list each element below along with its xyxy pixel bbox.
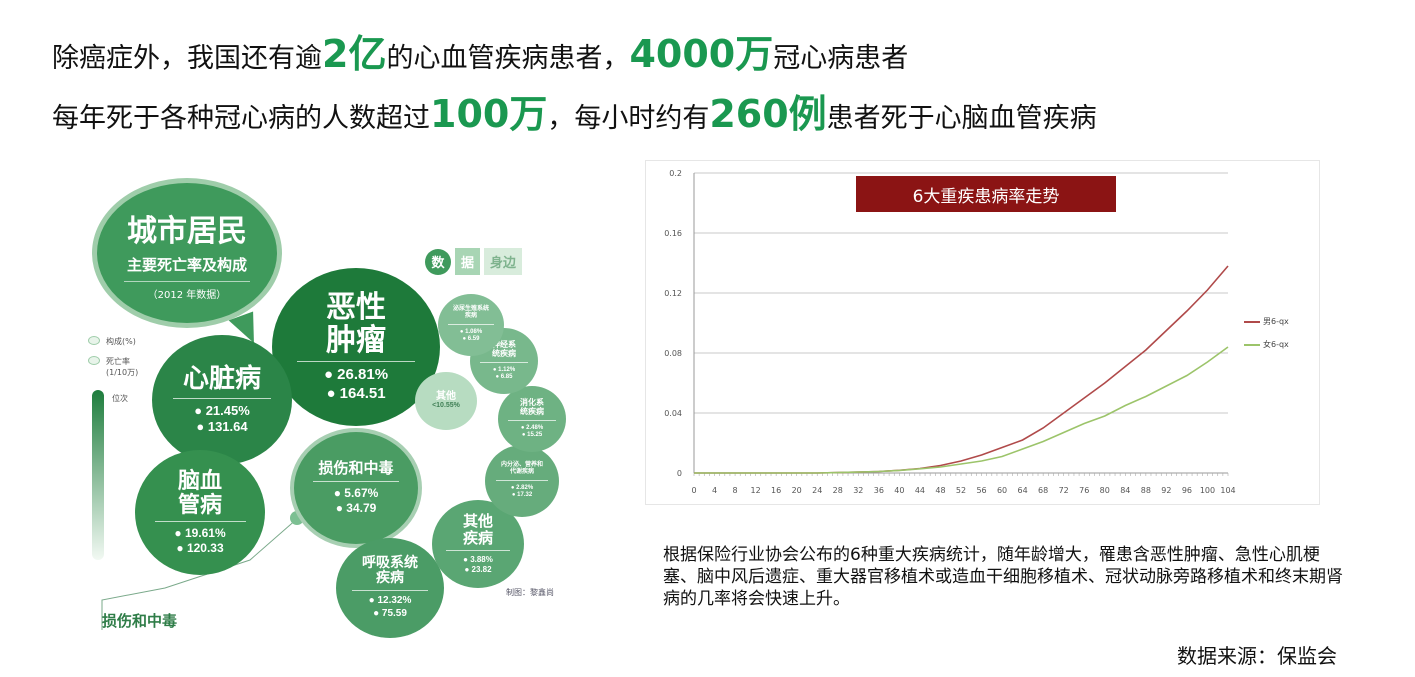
- svg-text:104: 104: [1220, 486, 1235, 495]
- mortality-infographic: 城市居民 主要死亡率及构成 （2012 年数据） 数 据 身边 构成(%) 死亡…: [80, 160, 570, 640]
- svg-text:0.12: 0.12: [664, 289, 682, 298]
- svg-text:80: 80: [1100, 486, 1110, 495]
- injury-callout-label: 损伤和中毒: [102, 612, 178, 630]
- bubble-urogenital: 泌尿生殖系统疾病 ● 1.08% ● 6.59: [438, 294, 504, 356]
- badge-part-3: 身边: [484, 248, 523, 275]
- bubble-cerebrovascular: 脑血管病 ● 19.61% ● 120.33: [135, 450, 265, 575]
- infographic-title: 城市居民: [127, 213, 247, 249]
- headline-line-1: 除癌症外，我国还有逾2亿的心血管疾病患者，4000万冠心病患者: [52, 34, 908, 79]
- graphic-credit: 制图：黎鑫尚: [506, 588, 554, 597]
- svg-text:0.04: 0.04: [664, 409, 682, 418]
- svg-text:56: 56: [976, 486, 986, 495]
- svg-text:76: 76: [1079, 486, 1089, 495]
- highlight-number: 4000万: [629, 32, 774, 76]
- title-bubble: 城市居民 主要死亡率及构成 （2012 年数据）: [92, 178, 282, 349]
- svg-text:100: 100: [1200, 486, 1215, 495]
- headline-text: 除癌症外，我国还有逾: [52, 43, 322, 74]
- svg-text:16: 16: [771, 486, 781, 495]
- svg-text:68: 68: [1038, 486, 1048, 495]
- svg-text:48: 48: [935, 486, 945, 495]
- data-badge: 数 据 身边: [425, 248, 523, 275]
- headline-text: 每年死于各种冠心病的人数超过: [52, 103, 430, 134]
- svg-text:0.2: 0.2: [669, 169, 682, 178]
- bubble-others: 其他 <10.55%: [415, 372, 477, 430]
- svg-text:8: 8: [733, 486, 738, 495]
- highlight-number: 260例: [709, 92, 827, 136]
- infographic-year: （2012 年数据）: [124, 280, 250, 301]
- svg-text:36: 36: [874, 486, 884, 495]
- bubble-heart-disease: 心脏病 ● 21.45% ● 131.64: [152, 335, 292, 465]
- svg-text:12: 12: [751, 486, 761, 495]
- badge-part-1: 数: [425, 248, 451, 275]
- svg-text:0: 0: [677, 469, 682, 478]
- data-source: 数据来源：保监会: [1177, 644, 1337, 668]
- bubble-injury-poisoning: 损伤和中毒 ● 5.67% ● 34.79: [290, 428, 422, 548]
- headline-line-2: 每年死于各种冠心病的人数超过100万，每小时约有260例患者死于心脑血管疾病: [52, 94, 1097, 139]
- svg-text:88: 88: [1141, 486, 1151, 495]
- legend-item-female: 女6-qx: [1244, 339, 1289, 350]
- disease-rate-line-chart: 0 0.04 0.08 0.12 0.16 0.2 0 4 8 12 16 20 24 28 32 36 40 4…: [645, 160, 1320, 505]
- infographic-subtitle: 主要死亡率及构成: [126, 255, 247, 274]
- legend-rate: 死亡率 (1/10万): [88, 356, 138, 378]
- svg-text:96: 96: [1182, 486, 1192, 495]
- svg-text:28: 28: [833, 486, 843, 495]
- svg-text:0.08: 0.08: [664, 349, 682, 358]
- svg-text:20: 20: [792, 486, 802, 495]
- svg-text:52: 52: [956, 486, 966, 495]
- bubble-endocrine: 内分泌、营养和代谢疾病 ● 2.82% ● 17.32: [485, 445, 559, 517]
- svg-text:64: 64: [1018, 486, 1028, 495]
- svg-text:4: 4: [712, 486, 717, 495]
- svg-text:72: 72: [1059, 486, 1069, 495]
- svg-text:24: 24: [812, 486, 822, 495]
- circle-icon: [88, 356, 100, 365]
- chart-title: 6大重疾患病率走势: [856, 176, 1116, 212]
- svg-text:32: 32: [853, 486, 863, 495]
- legend-rank: 位次: [112, 394, 128, 403]
- rank-gradient-bar: [92, 390, 104, 560]
- badge-part-2: 据: [455, 248, 481, 275]
- headline-text: 的心血管疾病患者，: [386, 43, 630, 74]
- svg-text:84: 84: [1120, 486, 1130, 495]
- svg-text:40: 40: [894, 486, 904, 495]
- bubble-digestive: 消化系统疾病 ● 2.48% ● 15.25: [498, 386, 566, 452]
- svg-text:60: 60: [997, 486, 1007, 495]
- circle-icon: [88, 336, 100, 345]
- chart-legend: 男6-qx 女6-qx: [1244, 316, 1289, 362]
- chart-plot: 00.040.080.120.160.20 4 8 12 16 20 24 28 32 36 40 4…: [664, 169, 1235, 495]
- bubble-malignant-tumor: 恶性肿瘤 ● 26.81% ● 164.51: [272, 268, 440, 426]
- headline-text: 患者死于心脑血管疾病: [826, 103, 1097, 134]
- legend-item-male: 男6-qx: [1244, 316, 1289, 327]
- legend-share: 构成(%): [88, 336, 136, 347]
- headline-text: ，每小时约有: [547, 103, 710, 134]
- highlight-number: 2亿: [322, 32, 387, 76]
- bubble-respiratory: 呼吸系统疾病 ● 12.32% ● 75.59: [336, 538, 444, 638]
- svg-text:44: 44: [915, 486, 925, 495]
- svg-text:0: 0: [691, 486, 696, 495]
- svg-text:92: 92: [1161, 486, 1171, 495]
- svg-text:0.16: 0.16: [664, 229, 682, 238]
- description-text: 根据保险行业协会公布的6种重大疾病统计，随年龄增大，罹患含恶性肿瘤、急性心肌梗塞…: [663, 545, 1343, 609]
- highlight-number: 100万: [430, 92, 548, 136]
- headline-text: 冠心病患者: [773, 43, 909, 74]
